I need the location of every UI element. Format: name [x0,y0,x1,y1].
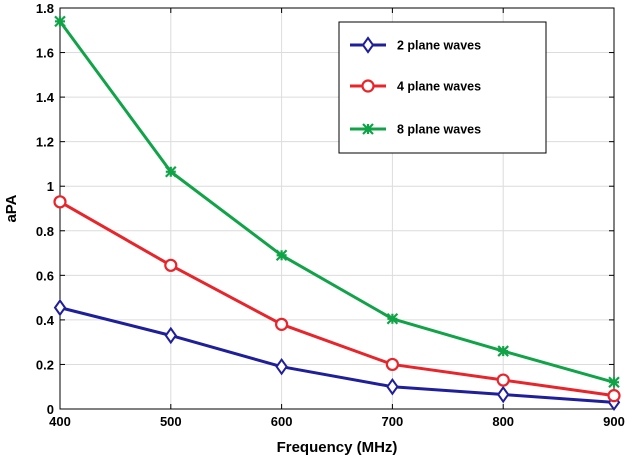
series-8-plane-waves [54,15,620,389]
data-point [496,385,510,404]
series-line [58,20,615,384]
y-tick-label: 0.4 [36,313,55,328]
legend-marker [361,36,375,54]
asterisk-stroke [165,165,177,178]
series-4-plane-waves [53,195,621,403]
asterisk-stroke [608,376,620,389]
data-point [164,326,178,345]
asterisk-stroke [497,345,509,357]
data-point [386,378,399,396]
legend: 2 plane waves 4 plane waves 8 plane waves [338,21,547,154]
legend-label: 8 plane waves [397,123,481,137]
data-point [275,357,288,376]
asterisk-stroke [362,123,374,135]
legend-marker [361,79,375,93]
y-tick-label: 1 [47,179,54,194]
x-tick-label: 900 [603,414,625,429]
y-tick-label: 0 [47,402,54,417]
data-point [497,345,509,357]
data-point [386,312,399,325]
y-tick-label: 0.2 [36,357,54,372]
legend-label: 2 plane waves [397,39,481,53]
legend-marker [362,123,374,135]
series-2-plane-waves [53,298,621,412]
data-point [607,389,621,403]
asterisk-stroke [54,15,66,28]
data-point [164,258,178,272]
data-point [165,165,177,178]
y-tick-label: 1.4 [36,90,55,105]
asterisk-stroke [386,312,399,325]
axis-ticks: 0 0.2 0.4 0.6 0.8 1 1.2 1.4 1.6 1.8 400 500 600 700 80… [36,1,625,429]
data-point [53,195,67,209]
x-tick-label: 400 [49,414,71,429]
x-tick-label: 600 [271,414,293,429]
y-axis-label: aPA [3,194,20,222]
data-point [385,357,399,372]
x-axis-label: Frequency (MHz) [277,439,398,456]
plot-area [59,7,615,410]
asterisk-stroke [275,249,288,262]
data-point [496,373,510,387]
series-line [59,306,615,404]
y-tick-label: 0.8 [36,224,54,239]
data-point [275,249,288,262]
series-group [53,15,621,412]
data-point [54,15,66,28]
x-tick-label: 800 [492,414,514,429]
data-point [53,298,67,317]
y-tick-label: 0.6 [36,268,54,283]
y-tick-label: 1.8 [36,1,54,16]
series-line [59,200,615,398]
x-tick-label: 700 [382,414,404,429]
data-point [275,317,289,331]
y-tick-label: 1.2 [36,135,54,150]
y-tick-label: 1.6 [36,46,54,61]
legend-label: 4 plane waves [397,80,481,94]
data-point [608,376,620,389]
x-tick-label: 500 [160,414,182,429]
